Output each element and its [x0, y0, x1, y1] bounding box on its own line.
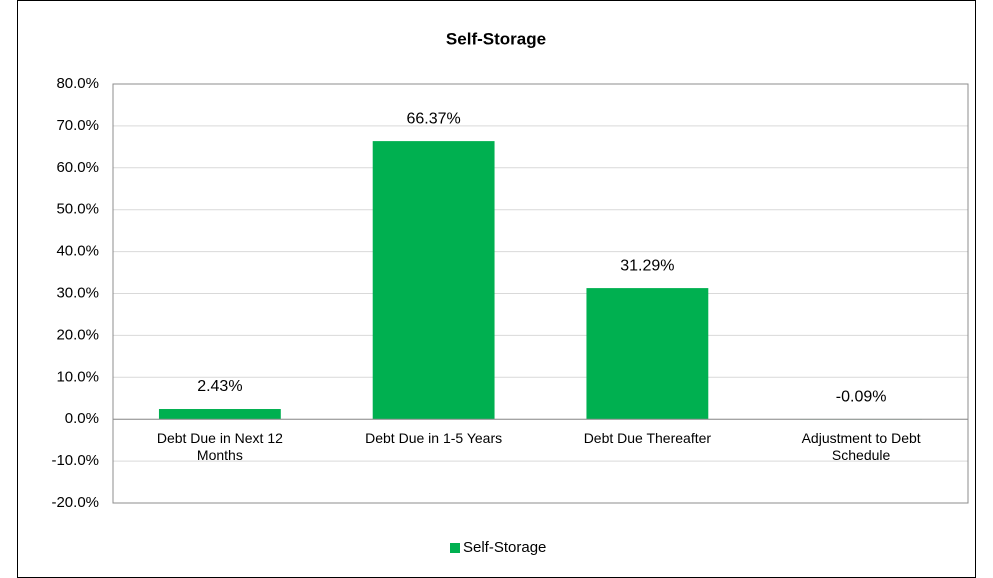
bar: [372, 141, 495, 420]
x-tick-label: Debt Due in 1-5 Years: [365, 430, 503, 447]
y-tick-label: 50.0%: [56, 201, 99, 218]
data-label: 2.43%: [197, 378, 242, 395]
y-tick-label: -20.0%: [51, 494, 99, 511]
chart-title: Self-Storage: [446, 29, 546, 48]
y-tick-label: 10.0%: [56, 368, 99, 385]
plot-border: [112, 83, 969, 504]
x-tick-label: Adjustment to Debt Schedule: [801, 430, 921, 464]
x-tick-label: Debt Due in Next 12 Months: [156, 430, 283, 464]
bar: [586, 288, 709, 420]
chart-frame: [17, 0, 976, 578]
y-tick-label: 70.0%: [56, 117, 99, 134]
data-label: 31.29%: [620, 257, 674, 274]
bar: [158, 409, 281, 420]
y-tick-label: 30.0%: [56, 284, 99, 301]
x-tick-label: Debt Due Thereafter: [583, 430, 712, 447]
y-tick-label: 60.0%: [56, 159, 99, 176]
legend-label: Self-Storage: [463, 539, 546, 556]
y-tick-label: 80.0%: [56, 75, 99, 92]
data-label: 66.37%: [406, 110, 460, 127]
y-tick-label: 0.0%: [65, 410, 99, 427]
y-tick-label: 40.0%: [56, 243, 99, 260]
y-tick-label: 20.0%: [56, 326, 99, 343]
data-label: -0.09%: [836, 388, 887, 405]
legend-swatch: [450, 543, 460, 553]
y-tick-label: -10.0%: [51, 452, 99, 469]
